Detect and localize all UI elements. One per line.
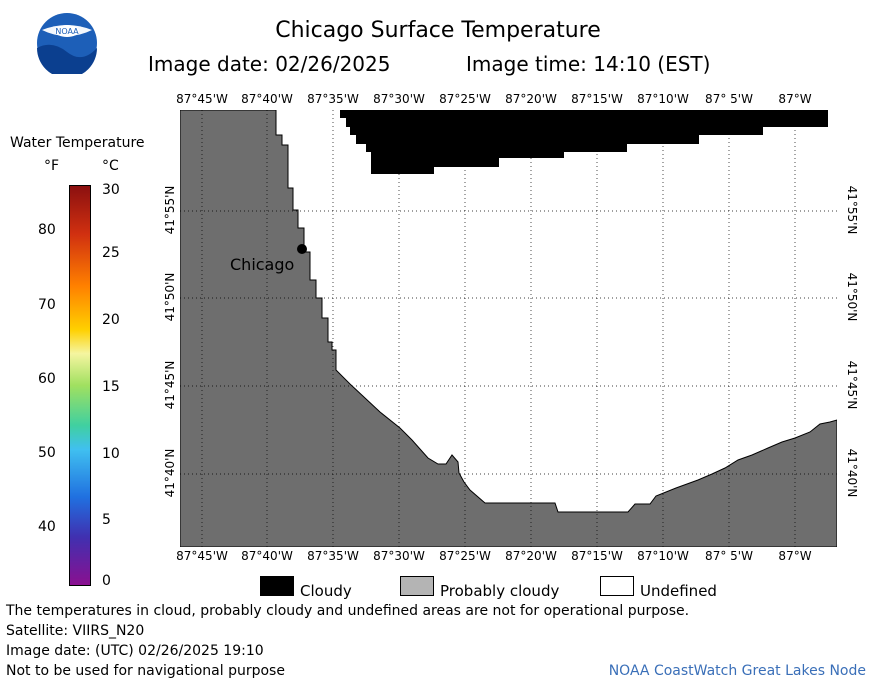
city-label: Chicago	[230, 255, 294, 274]
cloudy-area	[340, 110, 828, 174]
colorbar-f-tick: 70	[38, 297, 56, 313]
lat-label-left: 41°50'N	[163, 272, 177, 322]
colorbar-c-tick: 25	[102, 245, 120, 261]
legend-swatch-cloudy	[260, 576, 294, 596]
lon-label-top: 87°30'W	[373, 92, 425, 106]
utc-date-text: Image date: (UTC) 02/26/2025 19:10	[6, 643, 264, 659]
lat-label-right: 41°55'N	[845, 185, 859, 235]
colorbar-f-tick: 40	[38, 519, 56, 535]
legend-cloudy: Cloudy	[300, 582, 352, 600]
colorbar-f-tick: 50	[38, 445, 56, 461]
lon-label-top: 87° 5'W	[705, 92, 753, 106]
lon-label-bottom: 87° 5'W	[705, 549, 753, 563]
lat-label-right: 41°45'N	[845, 360, 859, 410]
map: Chicago	[180, 110, 837, 547]
colorbar	[69, 185, 91, 586]
lat-label-left: 41°45'N	[163, 360, 177, 410]
lon-label-bottom: 87°25'W	[439, 549, 491, 563]
lon-label-top: 87°45'W	[176, 92, 228, 106]
lat-label-right: 41°40'N	[845, 448, 859, 498]
colorbar-c-tick: 20	[102, 312, 120, 328]
disclaimer-text: The temperatures in cloud, probably clou…	[6, 603, 690, 619]
lon-label-bottom: 87°W	[778, 549, 812, 563]
legend-probably-cloudy: Probably cloudy	[440, 582, 560, 600]
colorbar-c-tick: 30	[102, 182, 120, 198]
lon-label-top: 87°25'W	[439, 92, 491, 106]
lat-label-left: 41°55'N	[163, 185, 177, 235]
legend-swatch-probably-cloudy	[400, 576, 434, 596]
nav-warning-text: Not to be used for navigational purpose	[6, 663, 285, 679]
land-area	[180, 110, 837, 547]
lon-label-bottom: 87°35'W	[307, 549, 359, 563]
legend-undefined: Undefined	[640, 582, 717, 600]
colorbar-c-tick: 10	[102, 446, 120, 462]
lon-label-top: 87°20'W	[505, 92, 557, 106]
colorbar-c-tick: 0	[102, 573, 111, 589]
lon-label-top: 87°10'W	[637, 92, 689, 106]
colorbar-f-tick: 80	[38, 222, 56, 238]
lon-label-top: 87°15'W	[571, 92, 623, 106]
lon-label-bottom: 87°20'W	[505, 549, 557, 563]
lon-label-top: 87°40'W	[241, 92, 293, 106]
page-title: Chicago Surface Temperature	[275, 18, 601, 43]
colorbar-f-tick: 60	[38, 371, 56, 387]
legend-swatch-undefined	[600, 576, 634, 596]
lat-label-right: 41°50'N	[845, 272, 859, 322]
noaa-logo-icon: NOAA	[37, 13, 97, 74]
lon-label-bottom: 87°10'W	[637, 549, 689, 563]
satellite-text: Satellite: VIIRS_N20	[6, 623, 145, 639]
image-date: Image date: 02/26/2025	[148, 52, 391, 76]
lon-label-top: 87°35'W	[307, 92, 359, 106]
lat-label-left: 41°40'N	[163, 448, 177, 498]
credit-text: NOAA CoastWatch Great Lakes Node	[608, 663, 866, 679]
lon-label-bottom: 87°40'W	[241, 549, 293, 563]
chicago-marker-icon	[297, 244, 307, 254]
graticule	[180, 110, 837, 547]
colorbar-title: Water Temperature	[10, 135, 145, 151]
lon-label-bottom: 87°30'W	[373, 549, 425, 563]
colorbar-c-tick: 5	[102, 512, 111, 528]
lon-label-bottom: 87°45'W	[176, 549, 228, 563]
lon-label-bottom: 87°15'W	[571, 549, 623, 563]
lon-label-top: 87°W	[778, 92, 812, 106]
colorbar-unit-f: °F	[44, 158, 60, 174]
image-time: Image time: 14:10 (EST)	[466, 52, 711, 76]
colorbar-c-tick: 15	[102, 379, 120, 395]
logo-text: NOAA	[55, 27, 79, 36]
colorbar-unit-c: °C	[102, 158, 119, 174]
